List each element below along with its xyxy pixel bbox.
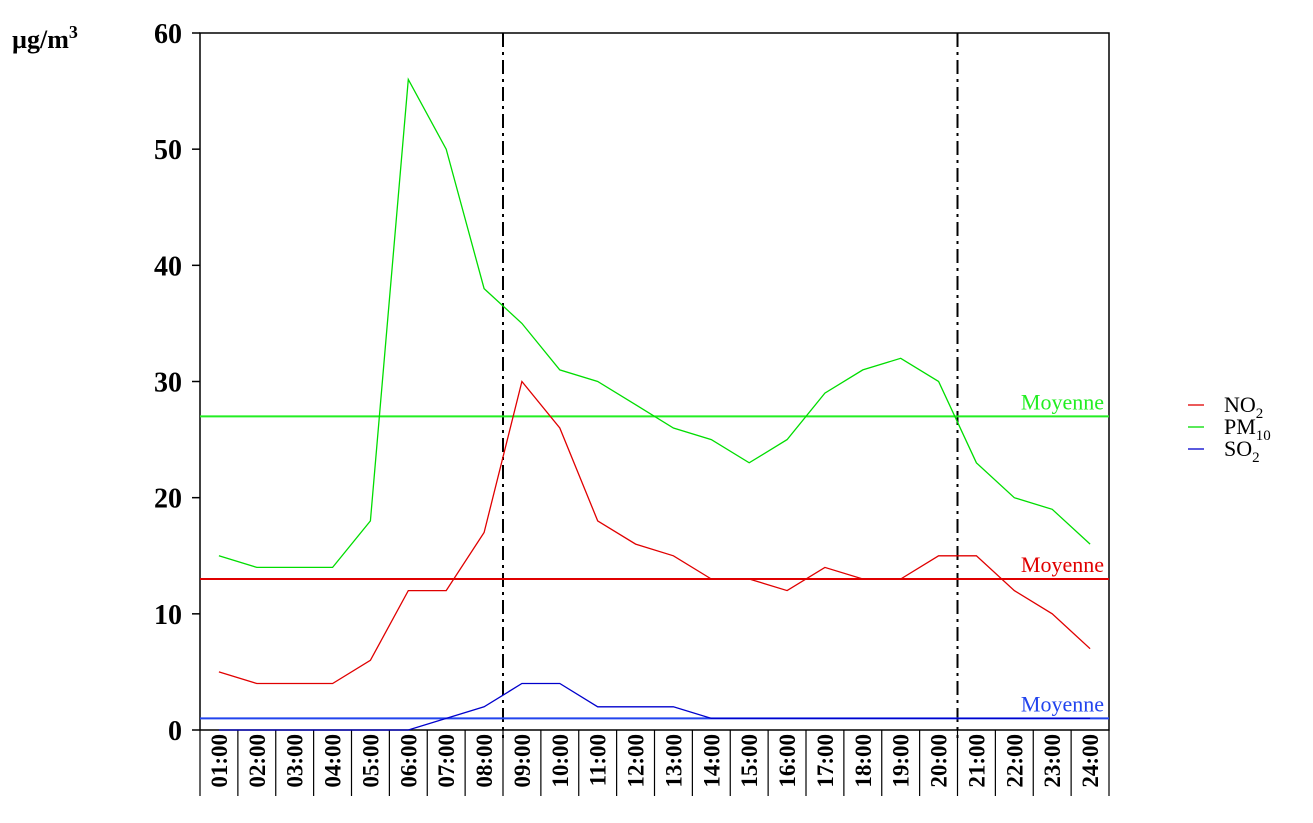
mean-label: Moyenne xyxy=(1021,389,1104,414)
x-tick-label: 07:00 xyxy=(434,734,459,788)
x-tick-label: 11:00 xyxy=(586,734,611,786)
x-tick-label: 14:00 xyxy=(699,734,724,788)
series-line xyxy=(218,77,1091,569)
mean-label: Moyenne xyxy=(1021,552,1104,577)
y-tick-label: 30 xyxy=(154,368,182,399)
y-tick-label: 40 xyxy=(154,251,182,282)
x-tick-label: 04:00 xyxy=(321,734,346,788)
y-axis: 0 10 20 30 40 50 60 xyxy=(154,19,200,747)
y-axis-unit-sup: 3 xyxy=(69,22,78,42)
x-tick-label: 10:00 xyxy=(548,734,573,788)
legend-label: PM10 xyxy=(1224,414,1271,444)
x-tick-label: 18:00 xyxy=(851,734,876,788)
y-tick-label: 50 xyxy=(154,135,182,166)
x-tick-label: 02:00 xyxy=(245,734,270,788)
y-axis-unit: µg/m3 xyxy=(12,22,78,54)
legend-label: NO2 xyxy=(1224,392,1263,422)
x-tick-label: 08:00 xyxy=(472,734,497,788)
x-tick-label: 13:00 xyxy=(661,734,686,788)
x-tick-label: 12:00 xyxy=(624,734,649,788)
x-tick-label: 16:00 xyxy=(775,734,800,788)
y-tick-label: 20 xyxy=(154,484,182,515)
x-tick-label: 17:00 xyxy=(813,734,838,788)
y-tick-label: 60 xyxy=(154,19,182,50)
plot-area-frame xyxy=(199,32,1110,731)
x-tick-label: 06:00 xyxy=(396,734,421,788)
x-tick-label: 19:00 xyxy=(889,734,914,788)
y-tick-label: 0 xyxy=(168,716,182,747)
x-tick-label: 22:00 xyxy=(1002,734,1027,788)
x-tick-label: 21:00 xyxy=(964,734,989,788)
x-tick-label: 23:00 xyxy=(1040,734,1065,788)
series-line xyxy=(218,380,1091,685)
x-tick-label: 05:00 xyxy=(358,734,383,788)
reference-vertical-lines xyxy=(502,33,959,738)
x-tick-label: 15:00 xyxy=(737,734,762,788)
legend-label: SO2 xyxy=(1224,436,1260,466)
y-tick-label: 10 xyxy=(154,600,182,631)
x-tick-label: 20:00 xyxy=(927,734,952,788)
x-tick-label: 09:00 xyxy=(510,734,535,788)
x-axis: 01:00 02:00 03:00 04:00 05:00 06:00 07:00 08:00… xyxy=(199,730,1110,796)
mean-label: Moyenne xyxy=(1021,691,1104,716)
mean-lines: Moyenne Moyenne Moyenne xyxy=(200,389,1109,720)
x-tick-label: 03:00 xyxy=(283,734,308,788)
x-tick-label: 01:00 xyxy=(207,734,232,788)
x-tick-label: 24:00 xyxy=(1078,734,1103,788)
series-line xyxy=(218,682,1091,731)
series-lines xyxy=(218,77,1091,731)
